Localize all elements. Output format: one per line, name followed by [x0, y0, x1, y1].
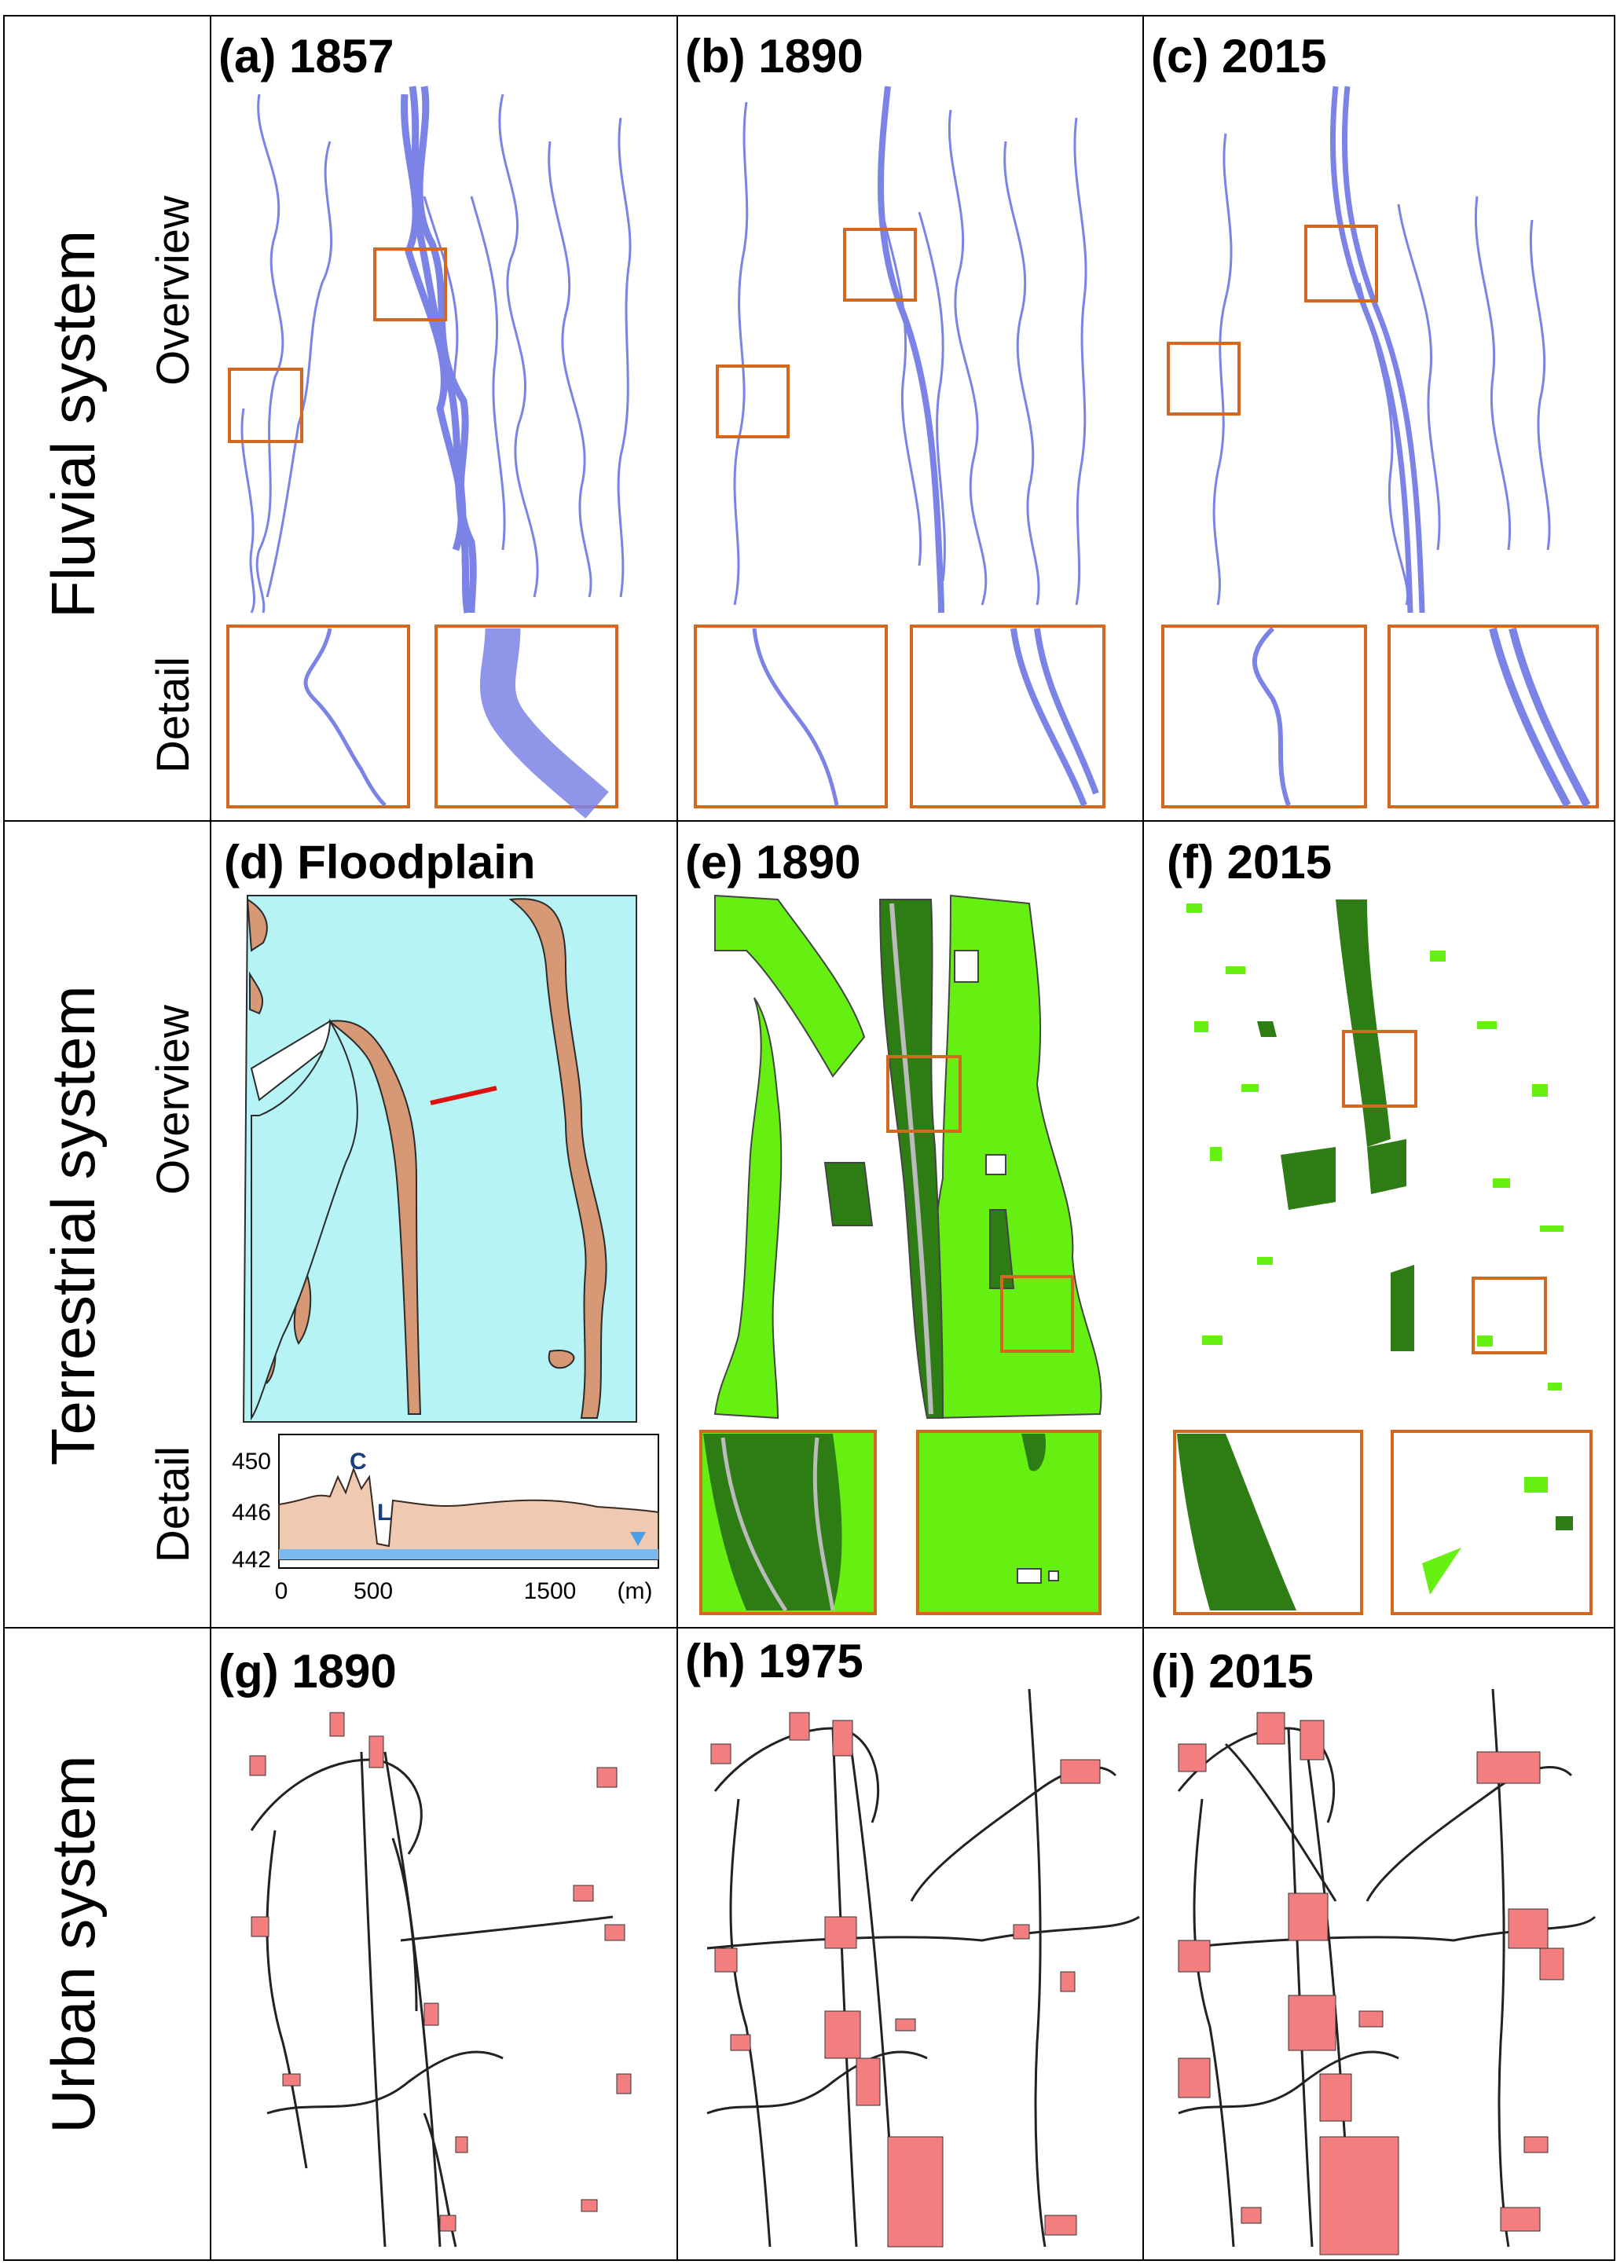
zoom-box-c-1 — [1167, 342, 1241, 416]
panel-title-c: (c) 2015 — [1151, 30, 1326, 82]
profile-ytick-446: 446 — [232, 1500, 271, 1526]
profile-xunit: (m) — [618, 1578, 653, 1604]
zoom-box-b-1 — [716, 365, 790, 438]
row-sublabel-overview-2: Overview — [148, 1004, 199, 1195]
map-b-overview — [733, 101, 1087, 606]
detail-box-a-1 — [226, 625, 410, 808]
zoom-box-f-1 — [1342, 1030, 1417, 1108]
detail-river-a-2 — [479, 628, 609, 819]
forest-map-f — [1257, 900, 1414, 1351]
zoom-box-e-1 — [886, 1055, 962, 1133]
detail-e-1 — [699, 1430, 877, 1615]
detail-box-c-2 — [1388, 625, 1599, 808]
profile-marker-c: C — [350, 1449, 367, 1475]
braided-river-a — [401, 86, 477, 614]
profile-ytick-442: 442 — [232, 1547, 271, 1573]
detail-e-2 — [916, 1430, 1102, 1615]
panel-title-d: (d) Floodplain — [224, 836, 536, 889]
zoom-box-a-1 — [228, 368, 303, 443]
panel-title-g: (g) 1890 — [218, 1645, 397, 1698]
row-label-urban: Urban system — [38, 1755, 108, 2133]
urban-map-i — [1177, 1688, 1597, 2255]
map-c-overview — [1212, 133, 1551, 606]
panel-title-b: (b) 1890 — [685, 30, 863, 82]
row-label-terrestrial: Terrestrial system — [38, 985, 108, 1465]
profile-xtick-1500: 1500 — [524, 1578, 577, 1604]
profile-xtick-0: 0 — [275, 1578, 288, 1604]
panel-title-i: (i) 2015 — [1151, 1645, 1314, 1698]
detail-box-b-2 — [910, 625, 1105, 808]
detail-f-2 — [1391, 1430, 1593, 1615]
panel-title-e: (e) 1890 — [685, 836, 860, 889]
urban-map-g — [249, 1712, 632, 2248]
floodplain-map-d — [242, 895, 637, 1423]
detail-box-c-1 — [1161, 625, 1367, 808]
main-river-c — [1329, 86, 1425, 614]
row-sublabel-detail-1: Detail — [148, 657, 199, 773]
forest-patches-f — [1186, 903, 1564, 1390]
zoom-box-b-2 — [843, 228, 917, 302]
detail-river-b-2 — [1010, 628, 1099, 807]
detail-river-c-2 — [1489, 627, 1591, 808]
profile-xtick-500: 500 — [354, 1578, 393, 1604]
row-sublabel-detail-2: Detail — [148, 1446, 199, 1563]
row-label-fluvial: Fluvial system — [38, 230, 108, 618]
panel-title-f: (f) 2015 — [1167, 836, 1332, 889]
main-river-b — [878, 86, 944, 614]
zoom-box-f-2 — [1472, 1277, 1547, 1354]
detail-box-a-2 — [434, 625, 618, 808]
detail-box-b-1 — [694, 625, 888, 808]
cross-section-line — [430, 1086, 497, 1105]
forest-map-e — [713, 894, 1102, 1420]
urban-map-h — [706, 1688, 1140, 2248]
row-sublabel-overview-1: Overview — [148, 195, 199, 386]
panel-title-a: (a) 1857 — [218, 30, 394, 82]
profile-ytick-450: 450 — [232, 1449, 271, 1475]
detail-river-a-1 — [303, 628, 387, 807]
detail-f-1 — [1173, 1430, 1363, 1615]
map-a-overview — [240, 93, 632, 614]
profile-marker-l: L — [377, 1500, 391, 1526]
zoom-box-c-2 — [1304, 225, 1378, 302]
zoom-box-e-2 — [1000, 1275, 1074, 1353]
grid-frame — [3, 15, 1615, 2261]
panel-title-h: (h) 1975 — [685, 1635, 863, 1687]
detail-river-b-1 — [752, 628, 839, 806]
elevation-profile: C L 450 446 442 0 500 1500 (m) — [232, 1434, 659, 1604]
zoom-box-a-2 — [373, 247, 447, 321]
detail-river-c-1 — [1252, 626, 1291, 807]
